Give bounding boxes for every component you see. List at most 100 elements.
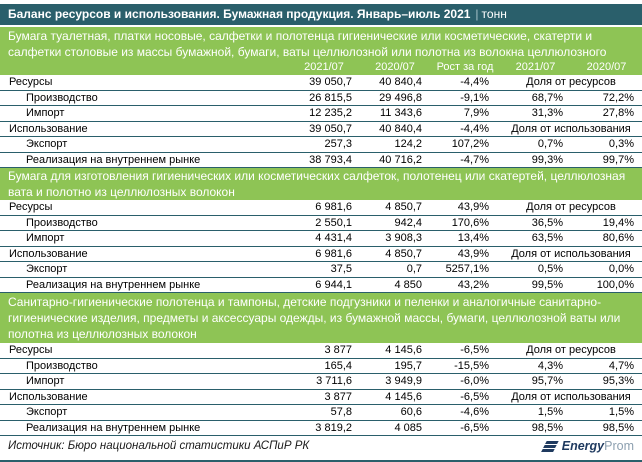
value-2021-07: 6 981,6 (315, 247, 352, 260)
share-2021-07: 4,3% (537, 359, 563, 372)
growth-value: 13,4% (457, 232, 489, 244)
share-2020-07: 0,3% (608, 138, 634, 150)
table-row: Производство 26 815,5 29 496,8 -9,1% 68,7% 72… (0, 90, 642, 106)
row-label: Импорт (26, 232, 65, 244)
share-2020-07: 27,8% (602, 107, 634, 119)
value-2021-07: 6 981,6 (315, 201, 352, 213)
table-row: Ресурсы 6 981,6 4 850,7 43,9% Доля от ресурс… (0, 200, 642, 216)
row-label: Импорт (26, 375, 65, 387)
share-merged-label: Доля от ресурсов (526, 344, 616, 356)
column-header-4: 2021/07 (515, 61, 556, 73)
row-label: Ресурсы (9, 344, 53, 356)
share-2021-07: 63,5% (531, 232, 563, 244)
unit-label: тонн (481, 7, 507, 21)
share-2020-07: 80,6% (602, 232, 634, 244)
growth-value: -6,5% (460, 344, 489, 356)
growth-value: -4,4% (460, 122, 489, 135)
balance-table: Бумага туалетная, платки носовые, салфет… (0, 27, 642, 436)
energyprom-logo: EnergyProm (541, 439, 634, 453)
share-2021-07: 36,5% (531, 216, 563, 229)
value-2020-07: 40 840,4 (379, 122, 422, 135)
value-2021-07: 3 877 (324, 344, 352, 356)
table-row: Ресурсы 3 877 4 145,6 -6,5% Доля от ресурсов (0, 343, 642, 359)
value-2020-07: 4 085 (394, 421, 422, 434)
share-2021-07: 31,3% (531, 107, 563, 119)
title-divider: | (475, 7, 479, 21)
row-label: Производство (26, 359, 98, 372)
share-merged-label: Доля от использования (511, 122, 631, 135)
growth-value: -9,1% (460, 91, 489, 104)
row-label: Экспорт (26, 138, 68, 150)
row-label: Использование (9, 122, 88, 135)
table-row: Производство 2 550,1 942,4 170,6% 36,5% 19,4% (0, 215, 642, 231)
row-label: Реализация на внутреннем рынке (26, 421, 201, 434)
table-row: Импорт 3 711,6 3 949,9 -6,0% 95,7% 95,3% (0, 374, 642, 390)
row-label: Реализация на внутреннем рынке (26, 153, 201, 166)
value-2020-07: 124,2 (394, 138, 422, 150)
share-2020-07: 100,0% (596, 278, 634, 291)
source-note: Источник: Бюро национальной статистики А… (8, 440, 310, 452)
share-2021-07: 1,5% (537, 406, 563, 418)
value-2021-07: 3 711,6 (316, 375, 352, 387)
row-label: Экспорт (26, 406, 68, 418)
row-label: Использование (9, 247, 88, 260)
value-2021-07: 2 550,1 (315, 216, 352, 229)
value-2020-07: 942,4 (394, 216, 422, 229)
section-header-1: Бумага туалетная, платки носовые, салфет… (0, 27, 642, 60)
growth-value: 7,9% (463, 107, 489, 119)
share-2020-07: 72,2% (602, 91, 634, 104)
row-label: Производство (26, 216, 98, 229)
share-2021-07: 0,7% (537, 138, 563, 150)
page-title: Баланс ресурсов и использования. Бумажна… (8, 7, 471, 21)
share-2021-07: 99,3% (531, 153, 563, 166)
value-2021-07: 165,4 (324, 359, 352, 372)
bottom-accent-bar (0, 460, 642, 462)
growth-value: -6,5% (460, 390, 489, 403)
value-2021-07: 3 819,2 (315, 421, 352, 434)
value-2021-07: 257,3 (324, 138, 352, 150)
table-row: Экспорт 257,3 124,2 107,2% 0,7% 0,3% (0, 137, 642, 153)
value-2020-07: 195,7 (394, 359, 422, 372)
share-2020-07: 19,4% (602, 216, 634, 229)
share-2021-07: 68,7% (531, 91, 563, 104)
row-label: Использование (9, 390, 88, 403)
table-row: Импорт 12 235,2 11 343,6 7,9% 31,3% 27,8% (0, 106, 642, 122)
table-row: Экспорт 37,5 0,7 5257,1% 0,5% 0,0% (0, 262, 642, 278)
share-merged-label: Доля от ресурсов (526, 76, 616, 88)
share-2020-07: 95,3% (602, 375, 634, 387)
share-merged-label: Доля от ресурсов (526, 201, 616, 213)
growth-value: -15,5% (454, 359, 489, 372)
share-2020-07: 98,5% (602, 421, 634, 434)
value-2020-07: 3 908,3 (385, 232, 422, 244)
row-label: Ресурсы (9, 76, 53, 88)
share-2020-07: 1,5% (608, 406, 634, 418)
growth-value: -4,7% (460, 153, 489, 166)
value-2020-07: 29 496,8 (379, 91, 422, 104)
table-row: Импорт 4 431,4 3 908,3 13,4% 63,5% 80,6% (0, 231, 642, 247)
value-2021-07: 12 235,2 (309, 107, 352, 119)
column-header-2: 2020/07 (375, 61, 415, 73)
value-2021-07: 4 431,4 (315, 232, 352, 244)
share-merged-label: Доля от использования (511, 247, 631, 260)
table-row: Производство 165,4 195,7 -15,5% 4,3% 4,7% (0, 358, 642, 374)
value-2021-07: 39 050,7 (309, 76, 352, 88)
value-2020-07: 0,7 (406, 263, 422, 275)
growth-value: -4,6% (460, 406, 489, 418)
column-header-blank (0, 60, 288, 75)
table-row: Использование 6 981,6 4 850,7 43,9% Доля от … (0, 246, 642, 262)
share-2020-07: 4,7% (608, 359, 634, 372)
value-2021-07: 26 815,5 (309, 91, 352, 104)
column-header-1: 2021/07 (304, 61, 344, 73)
table-row: Реализация на внутреннем рынке 3 819,2 4 0… (0, 420, 642, 436)
table-row: Реализация на внутреннем рынке 6 944,1 4 8… (0, 277, 642, 293)
share-2021-07: 95,7% (531, 375, 563, 387)
section-header-2: Бумага для изготовления гигиенических ил… (0, 168, 642, 200)
growth-value: -4,4% (460, 76, 489, 88)
value-2021-07: 57,8 (330, 406, 352, 418)
value-2020-07: 3 949,9 (385, 375, 422, 387)
share-2021-07: 99,5% (531, 278, 563, 291)
growth-value: -6,5% (460, 421, 489, 434)
section-header-3: Санитарно-гигиенические полотенца и тамп… (0, 293, 642, 343)
value-2020-07: 4 850 (394, 278, 422, 291)
value-2020-07: 11 343,6 (379, 107, 422, 119)
